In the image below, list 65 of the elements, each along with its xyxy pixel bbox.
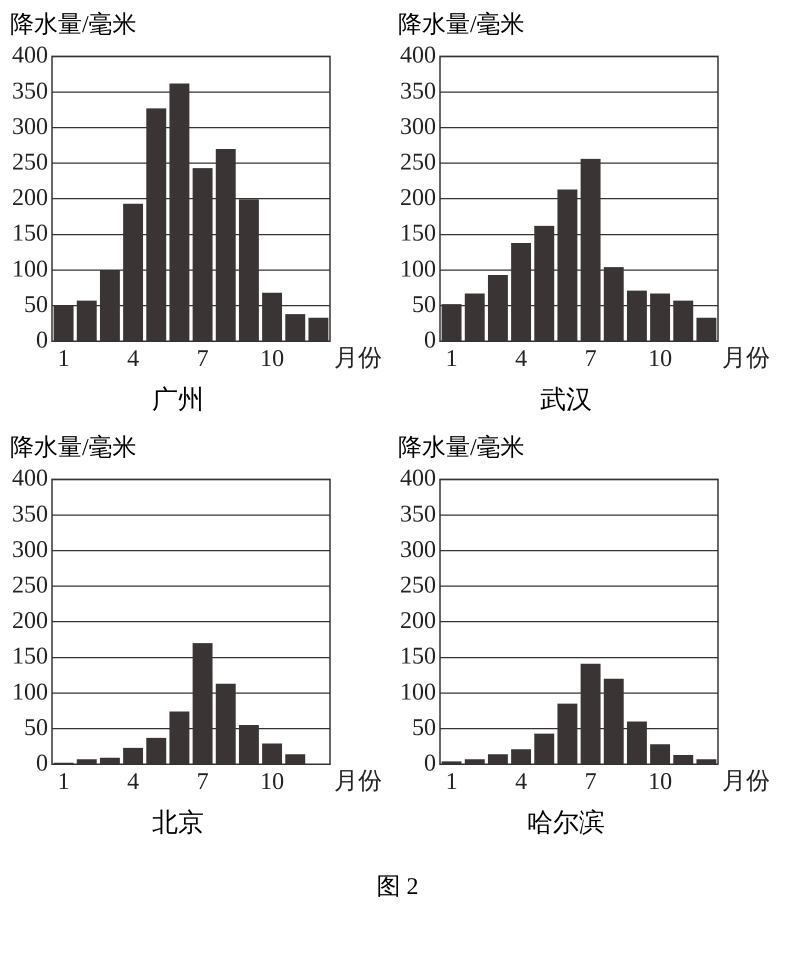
y-tick-label: 350	[12, 501, 48, 528]
y-tick-label: 250	[12, 149, 48, 176]
text: 武汉	[539, 384, 593, 416]
x-tick-label: 7	[196, 346, 209, 372]
x-tick-label: 7	[584, 768, 597, 795]
x-tick-label: 1	[58, 346, 70, 372]
text: 广州	[151, 384, 205, 416]
y-tick-label: 200	[12, 608, 48, 634]
y-tick-label: 200	[400, 608, 436, 634]
x-tick-label: 10	[260, 346, 284, 372]
x-tick-label: 1	[446, 768, 458, 795]
text: 北京	[151, 807, 205, 839]
text: 哈尔滨	[526, 807, 606, 839]
y-tick-label: 150	[12, 644, 48, 670]
y-tick-label: 0	[36, 750, 48, 776]
y-tick-label: 0	[424, 750, 436, 776]
y-tick-label: 350	[400, 501, 436, 528]
y-tick-label: 150	[400, 644, 436, 670]
y-tick-label: 250	[400, 572, 436, 598]
x-tick-label: 4	[127, 768, 140, 795]
y-tick-label: 150	[12, 220, 48, 247]
y-tick-label: 250	[12, 572, 48, 598]
y-tick-label: 400	[12, 466, 48, 492]
x-axis-title: 月份	[334, 345, 382, 372]
x-tick-label: 10	[260, 768, 284, 795]
y-axis-title: 降水量/毫米	[10, 10, 138, 38]
y-axis-title: 降水量/毫米	[398, 434, 526, 461]
y-tick-label: 0	[424, 327, 436, 354]
y-tick-label: 300	[12, 536, 48, 563]
y-tick-label: 100	[12, 256, 48, 282]
x-tick-label: 7	[584, 346, 597, 372]
y-tick-label: 50	[24, 292, 48, 318]
y-tick-label: 400	[12, 42, 48, 69]
x-axis-title: 月份	[722, 768, 770, 794]
x-tick-label: 10	[648, 346, 672, 372]
y-tick-label: 100	[12, 679, 48, 706]
x-tick-label: 4	[515, 768, 528, 795]
x-axis-title: 月份	[334, 768, 382, 794]
y-tick-label: 400	[400, 42, 436, 69]
y-axis-title: 降水量/毫米	[10, 434, 138, 461]
y-tick-label: 250	[400, 149, 436, 176]
y-tick-label: 50	[412, 292, 436, 318]
x-tick-label: 10	[648, 768, 672, 795]
x-tick-label: 4	[127, 346, 140, 372]
y-tick-label: 300	[400, 114, 436, 140]
y-axis-title: 降水量/毫米	[398, 10, 526, 38]
y-tick-label: 50	[24, 714, 48, 741]
x-tick-label: 1	[58, 768, 70, 795]
x-tick-label: 4	[515, 346, 528, 372]
x-tick-label: 1	[446, 346, 458, 372]
y-tick-label: 300	[400, 536, 436, 563]
caption: 图 2	[376, 873, 420, 902]
y-tick-label: 400	[400, 466, 436, 492]
y-tick-label: 300	[12, 114, 48, 140]
y-tick-label: 100	[400, 256, 436, 282]
y-tick-label: 200	[12, 185, 48, 212]
x-axis-title: 月份	[722, 345, 770, 372]
y-tick-label: 150	[400, 220, 436, 247]
y-tick-label: 50	[412, 714, 436, 741]
y-tick-label: 100	[400, 679, 436, 706]
y-tick-label: 350	[400, 78, 436, 104]
y-tick-label: 0	[36, 327, 48, 354]
y-tick-label: 200	[400, 185, 436, 212]
y-tick-label: 350	[12, 78, 48, 104]
x-tick-label: 7	[196, 768, 209, 795]
